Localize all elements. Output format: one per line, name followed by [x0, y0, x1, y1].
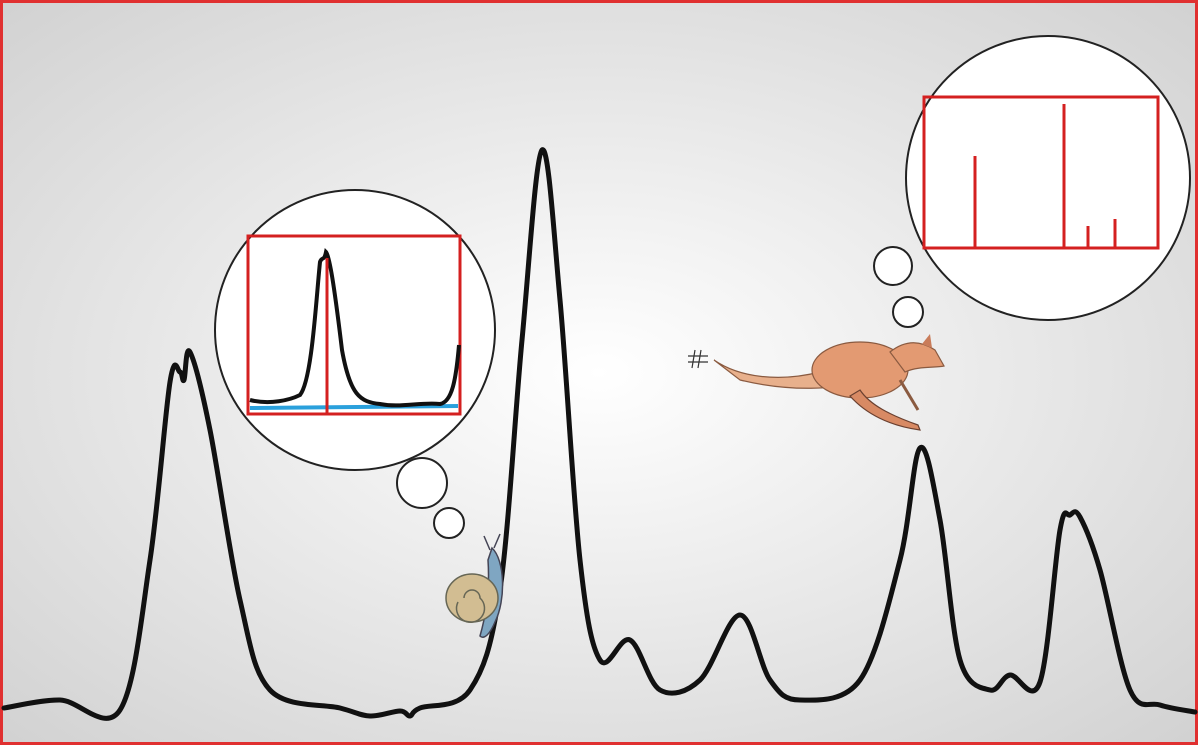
kangaroo-leg — [849, 389, 921, 431]
bubble — [214, 189, 496, 471]
baseline — [249, 404, 459, 410]
motion-lines — [688, 349, 708, 369]
inset-frame — [246, 234, 462, 416]
kangaroo-arm — [898, 379, 920, 411]
bubble-small — [396, 457, 448, 509]
kangaroo — [688, 334, 945, 431]
inset-curve — [249, 247, 461, 408]
bubble — [905, 35, 1191, 321]
kangaroo-ear — [922, 334, 932, 348]
inset-frame — [922, 95, 1160, 250]
snail — [445, 533, 504, 638]
bubble-small — [433, 507, 465, 539]
bubble-small — [873, 246, 913, 286]
left-thought — [214, 189, 496, 539]
main-curve — [1, 147, 1198, 721]
snail-shell — [445, 573, 499, 623]
right-thought — [873, 35, 1191, 328]
kangaroo-head — [889, 342, 945, 373]
antennae — [483, 533, 501, 551]
shell-spiral — [455, 589, 486, 624]
bubble-small — [892, 296, 924, 328]
